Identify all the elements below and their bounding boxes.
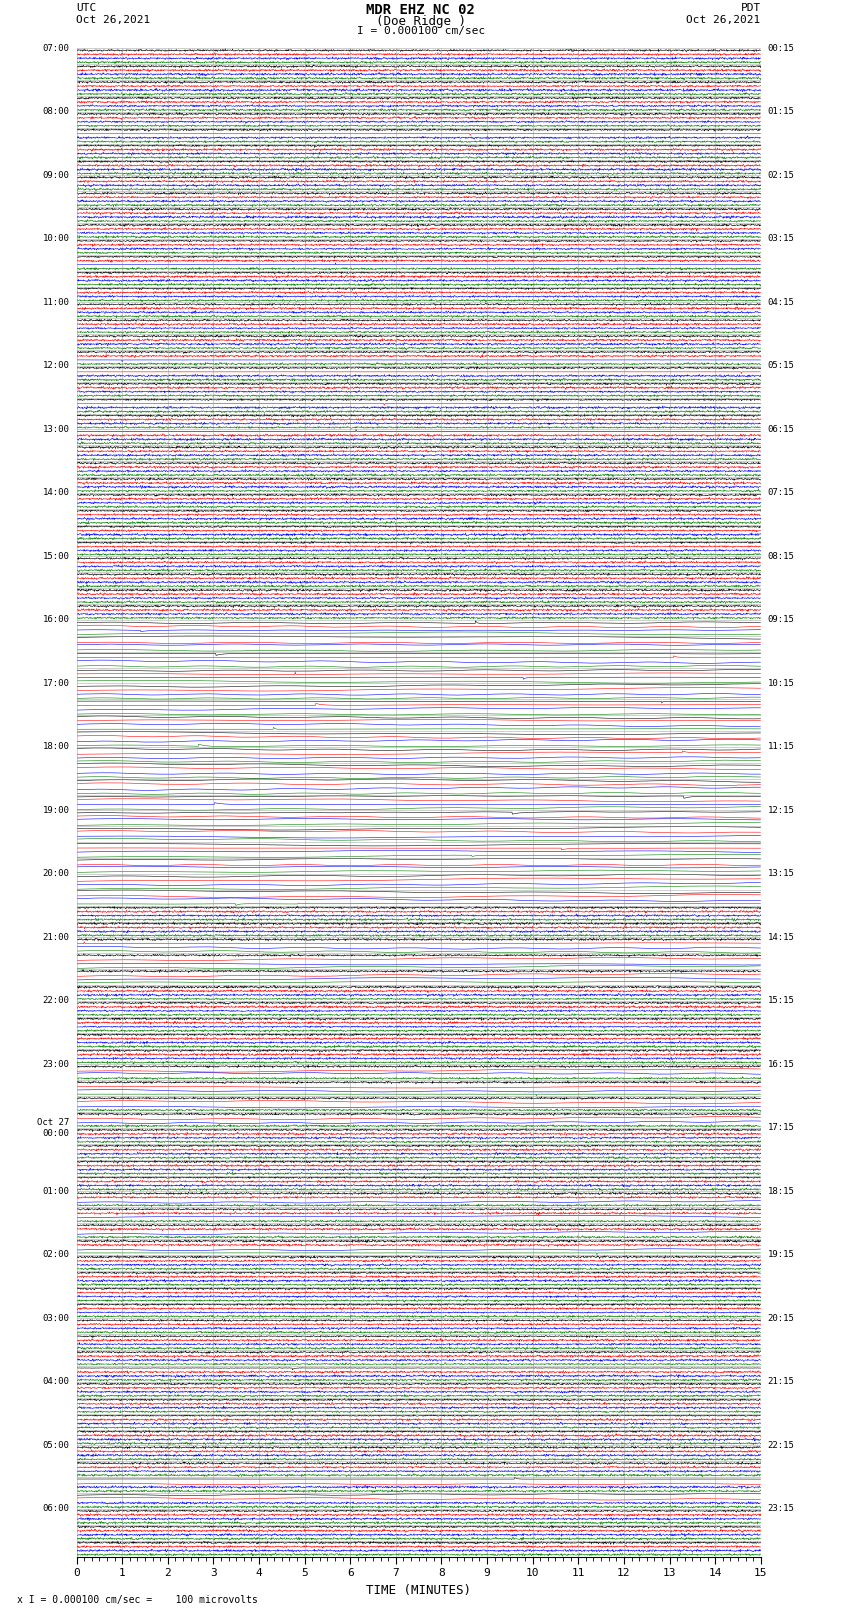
Text: 16:15: 16:15 <box>768 1060 795 1069</box>
Text: 04:15: 04:15 <box>768 298 795 306</box>
Text: 12:00: 12:00 <box>42 361 70 371</box>
Text: 05:00: 05:00 <box>42 1440 70 1450</box>
Text: 14:00: 14:00 <box>42 489 70 497</box>
Text: 09:15: 09:15 <box>768 616 795 624</box>
Text: 21:15: 21:15 <box>768 1378 795 1387</box>
Text: 22:00: 22:00 <box>42 997 70 1005</box>
Text: 07:15: 07:15 <box>768 489 795 497</box>
Text: 20:15: 20:15 <box>768 1315 795 1323</box>
Text: PDT: PDT <box>740 3 761 13</box>
Text: 21:00: 21:00 <box>42 932 70 942</box>
Text: 08:00: 08:00 <box>42 108 70 116</box>
Text: 09:00: 09:00 <box>42 171 70 181</box>
Text: 17:15: 17:15 <box>768 1123 795 1132</box>
Text: 19:15: 19:15 <box>768 1250 795 1260</box>
Text: 11:15: 11:15 <box>768 742 795 752</box>
Text: 23:00: 23:00 <box>42 1060 70 1069</box>
Text: 18:00: 18:00 <box>42 742 70 752</box>
Text: 03:00: 03:00 <box>42 1315 70 1323</box>
Text: 00:15: 00:15 <box>768 44 795 53</box>
Text: 20:00: 20:00 <box>42 869 70 879</box>
Text: 07:00: 07:00 <box>42 44 70 53</box>
Text: 10:15: 10:15 <box>768 679 795 687</box>
Text: 01:00: 01:00 <box>42 1187 70 1195</box>
Text: 05:15: 05:15 <box>768 361 795 371</box>
Text: 17:00: 17:00 <box>42 679 70 687</box>
Text: 02:00: 02:00 <box>42 1250 70 1260</box>
Text: 08:15: 08:15 <box>768 552 795 561</box>
Text: Oct 26,2021: Oct 26,2021 <box>76 15 150 24</box>
Text: 02:15: 02:15 <box>768 171 795 181</box>
Text: I = 0.000100 cm/sec: I = 0.000100 cm/sec <box>357 26 484 35</box>
Text: 18:15: 18:15 <box>768 1187 795 1195</box>
Text: 15:15: 15:15 <box>768 997 795 1005</box>
Text: 03:15: 03:15 <box>768 234 795 244</box>
Text: 13:00: 13:00 <box>42 424 70 434</box>
Text: (Doe Ridge ): (Doe Ridge ) <box>376 15 466 27</box>
Text: 12:15: 12:15 <box>768 806 795 815</box>
Text: 13:15: 13:15 <box>768 869 795 879</box>
Text: Oct 26,2021: Oct 26,2021 <box>687 15 761 24</box>
Text: x I = 0.000100 cm/sec =    100 microvolts: x I = 0.000100 cm/sec = 100 microvolts <box>17 1595 258 1605</box>
Text: 14:15: 14:15 <box>768 932 795 942</box>
Text: 06:15: 06:15 <box>768 424 795 434</box>
Text: 06:00: 06:00 <box>42 1505 70 1513</box>
Text: MDR EHZ NC 02: MDR EHZ NC 02 <box>366 3 475 18</box>
Text: 10:00: 10:00 <box>42 234 70 244</box>
Text: 22:15: 22:15 <box>768 1440 795 1450</box>
X-axis label: TIME (MINUTES): TIME (MINUTES) <box>366 1584 471 1597</box>
Text: UTC: UTC <box>76 3 97 13</box>
Text: 15:00: 15:00 <box>42 552 70 561</box>
Text: 01:15: 01:15 <box>768 108 795 116</box>
Text: 19:00: 19:00 <box>42 806 70 815</box>
Text: 11:00: 11:00 <box>42 298 70 306</box>
Text: Oct 27
00:00: Oct 27 00:00 <box>37 1118 70 1137</box>
Text: 04:00: 04:00 <box>42 1378 70 1387</box>
Text: 23:15: 23:15 <box>768 1505 795 1513</box>
Text: 16:00: 16:00 <box>42 616 70 624</box>
